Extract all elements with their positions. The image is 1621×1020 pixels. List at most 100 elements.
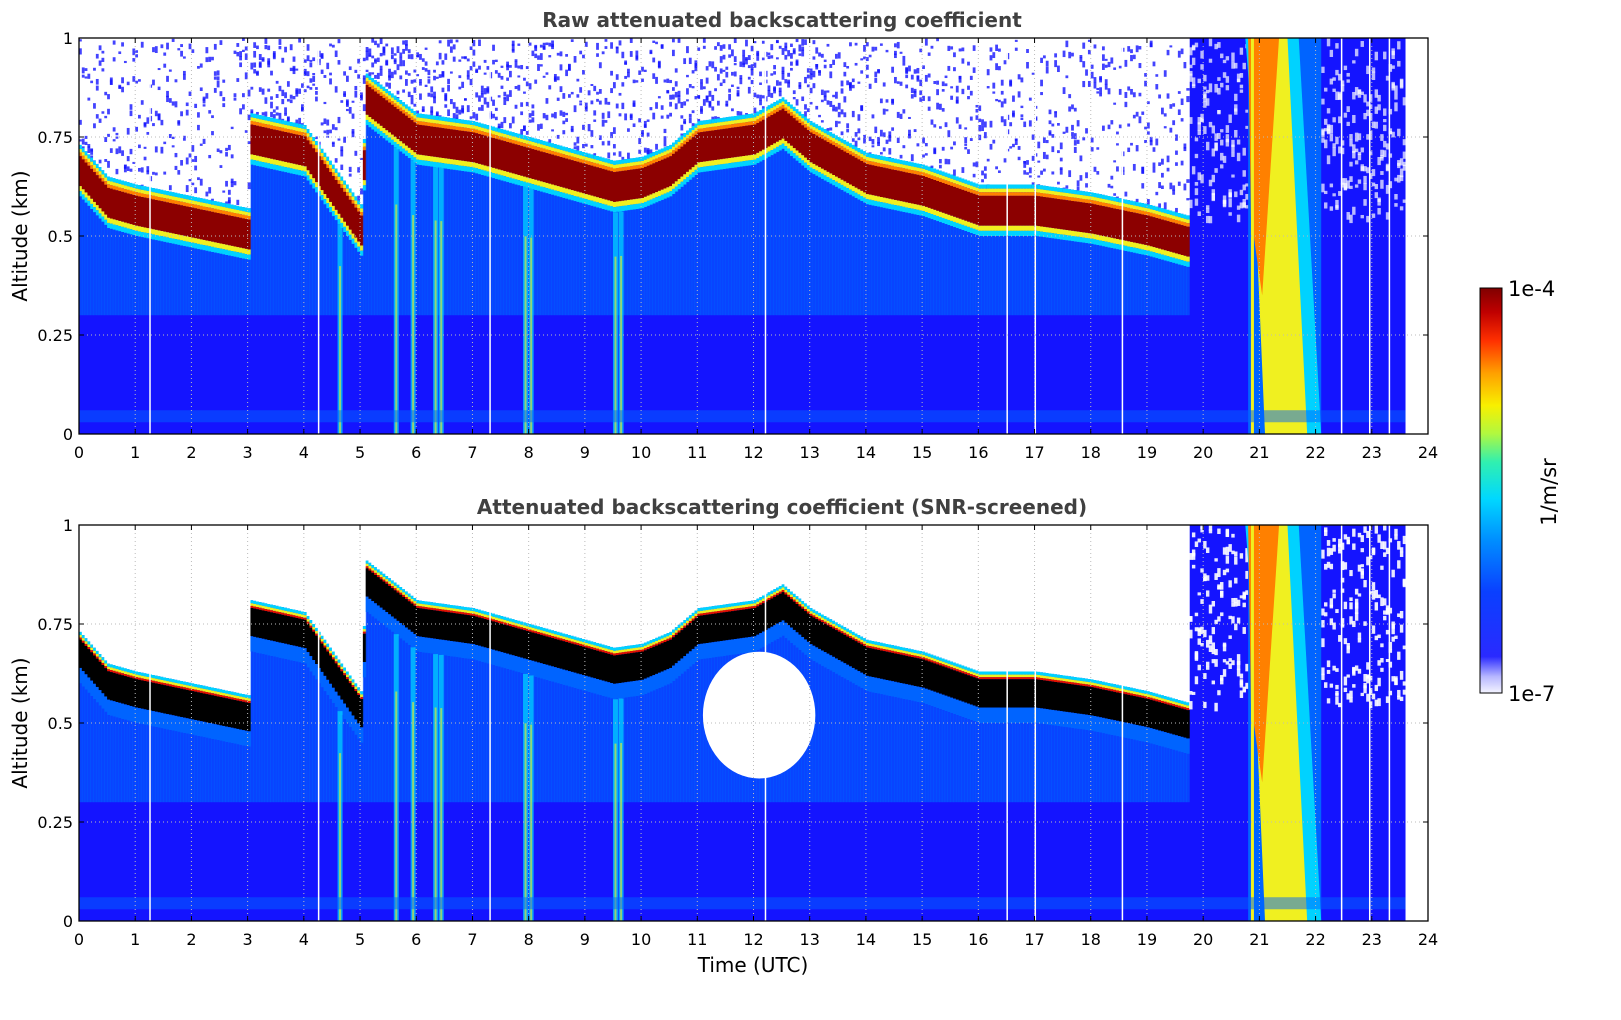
- noise-speckle: [115, 148, 119, 155]
- noise-speckle: [1371, 67, 1376, 73]
- cloud-band: [593, 196, 597, 202]
- cloud-band: [905, 161, 909, 166]
- noise-speckle: [826, 90, 830, 93]
- cloud-band: [570, 195, 575, 201]
- cloud-band: [267, 121, 271, 125]
- noise-speckle: [1208, 38, 1213, 47]
- cloud-band: [559, 192, 563, 198]
- noise-speckle: [986, 69, 991, 76]
- cloud-band: [517, 175, 521, 181]
- noise-region: [1003, 38, 1008, 185]
- noise-region: [756, 38, 760, 112]
- noise-speckle: [1357, 153, 1362, 161]
- cloud-band: [135, 225, 139, 231]
- cloud-band: [683, 179, 687, 185]
- noise-speckle: [140, 167, 145, 173]
- cloud-band: [1026, 195, 1030, 226]
- cloud-band: [975, 191, 979, 195]
- cloud-band: [309, 179, 313, 185]
- cloud-band: [924, 169, 929, 174]
- cloud-band: [998, 188, 1002, 193]
- cloud-band: [725, 121, 729, 125]
- cloud-band: [376, 128, 381, 134]
- noise-speckle: [1349, 176, 1353, 182]
- cloud-band: [348, 188, 353, 193]
- noise-speckle: [565, 118, 569, 122]
- noise-region: [860, 38, 864, 150]
- noise-speckle: [95, 78, 100, 85]
- cloud-band: [584, 199, 589, 205]
- cloud-band: [747, 125, 752, 156]
- cloud-band: [244, 248, 249, 255]
- noise-speckle: [188, 179, 193, 182]
- cloud-band: [882, 164, 887, 168]
- cloud-band: [87, 162, 91, 166]
- cloud-band: [306, 175, 311, 181]
- noise-speckle: [1116, 166, 1120, 172]
- cloud-band: [419, 124, 423, 155]
- cloud-band: [815, 170, 819, 176]
- noise-speckle: [1121, 170, 1126, 175]
- noise-speckle: [1068, 106, 1072, 112]
- noise-speckle: [227, 200, 232, 204]
- noise-speckle: [674, 91, 679, 98]
- cloud-band: [449, 129, 454, 160]
- noise-region: [1107, 38, 1112, 197]
- noise-region: [1020, 38, 1024, 185]
- noise-speckle: [205, 47, 209, 54]
- cloud-band: [396, 144, 400, 150]
- cloud-band: [1023, 192, 1027, 196]
- noise-speckle: [700, 79, 704, 84]
- subcloud-haze: [281, 171, 285, 316]
- cloud-band: [1000, 184, 1005, 189]
- cloud-band: [258, 126, 263, 157]
- noise-speckle: [1155, 191, 1159, 196]
- cloud-band: [759, 110, 763, 115]
- noise-speckle: [455, 39, 460, 43]
- cloud-band: [528, 137, 533, 142]
- noise-region: [407, 38, 412, 107]
- cloud-band: [683, 137, 687, 141]
- noise-region: [329, 38, 333, 161]
- subcloud-haze: [843, 191, 847, 316]
- noise-speckle: [655, 76, 659, 84]
- noise-speckle: [548, 42, 552, 47]
- noise-speckle: [376, 72, 381, 80]
- cloud-band: [205, 207, 209, 211]
- cloud-band: [396, 109, 400, 140]
- cloud-band: [1099, 205, 1103, 236]
- noise-speckle: [638, 70, 642, 75]
- cloud-band: [433, 119, 437, 124]
- cloud-band: [638, 157, 642, 162]
- subcloud-haze: [1040, 236, 1044, 316]
- cloud-band: [239, 206, 243, 211]
- cloud-band: [1034, 195, 1038, 226]
- subcloud-haze: [1169, 262, 1173, 316]
- noise-speckle: [152, 47, 156, 53]
- noise-region: [1132, 38, 1137, 202]
- noise-speckle: [1329, 49, 1334, 57]
- cloud-band: [1028, 188, 1033, 193]
- cloud-band: [781, 101, 786, 106]
- noise-speckle: [1087, 84, 1092, 87]
- noise-region: [138, 38, 142, 186]
- cloud-band: [1048, 232, 1053, 238]
- cloud-band: [843, 151, 847, 182]
- cloud-band: [458, 126, 462, 131]
- cloud-band: [795, 113, 800, 118]
- cloud-band: [725, 117, 729, 122]
- cloud-band: [548, 146, 552, 151]
- cloud-band: [877, 162, 881, 167]
- cloud-band: [641, 197, 645, 204]
- noise-speckle: [579, 100, 583, 103]
- cloud-band: [885, 198, 889, 204]
- noise-speckle: [421, 58, 426, 62]
- cloud-band: [382, 133, 386, 139]
- cloud-band: [584, 152, 589, 157]
- noise-region: [250, 38, 254, 114]
- cloud-band: [587, 164, 592, 195]
- cloud-band: [784, 140, 788, 147]
- cloud-band: [523, 139, 527, 144]
- cloud-band: [317, 144, 322, 150]
- noise-region: [256, 38, 260, 115]
